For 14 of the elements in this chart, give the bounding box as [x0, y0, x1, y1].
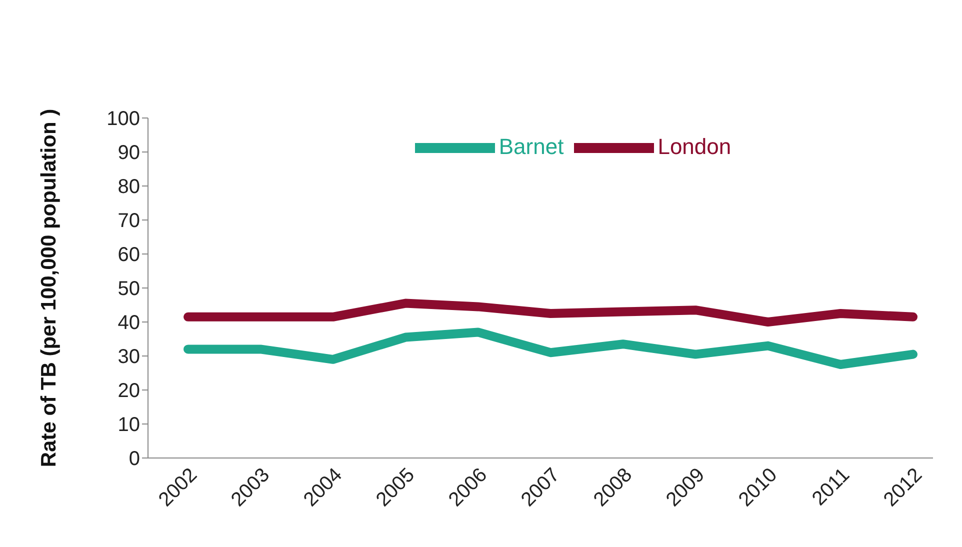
y-tick-label: 100: [106, 108, 140, 130]
y-tick-label: 0: [128, 448, 140, 470]
y-tick-label: 70: [118, 210, 140, 232]
y-tick-label: 20: [118, 380, 140, 402]
y-tick-label: 30: [118, 346, 140, 368]
y-tick-label: 10: [118, 414, 140, 436]
legend-label: Barnet: [498, 134, 564, 159]
y-tick-label: 80: [118, 176, 140, 198]
y-tick-label: 90: [118, 142, 140, 164]
y-tick-label: 40: [118, 312, 140, 334]
y-axis-title: Rate of TB (per 100,000 population ): [37, 108, 60, 468]
y-tick-label: 60: [118, 244, 140, 266]
legend-label: London: [658, 134, 732, 159]
y-tick-label: 50: [118, 278, 140, 300]
